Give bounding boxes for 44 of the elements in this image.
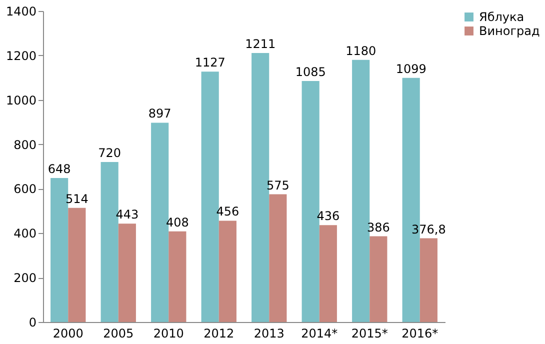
data-label: 1211 (245, 36, 276, 51)
data-label: 514 (65, 192, 88, 206)
data-label: 443 (116, 208, 139, 222)
data-label: 436 (316, 209, 340, 224)
y-tick-label: 400 (14, 226, 36, 241)
data-label: 1180 (346, 44, 376, 58)
bar (218, 220, 236, 322)
bar (68, 208, 86, 322)
bar (168, 231, 186, 322)
x-tick-label: 2000 (52, 326, 84, 340)
x-tick-label: 2015* (351, 326, 388, 340)
bar (50, 178, 68, 322)
y-tick-label: 1400 (6, 4, 36, 18)
y-tick-label: 800 (14, 138, 36, 152)
data-label: 1099 (396, 62, 426, 76)
bar (420, 238, 438, 322)
y-tick-label: 600 (14, 182, 36, 196)
legend-label: Яблука (479, 10, 524, 24)
data-label: 376,8 (411, 222, 446, 236)
x-tick-label: 2016* (402, 326, 438, 340)
x-tick-label: 2013 (254, 326, 284, 340)
y-tick-label: 200 (14, 271, 36, 286)
data-label: 648 (48, 162, 71, 176)
x-tick-label: 2005 (103, 326, 134, 340)
bar (370, 236, 388, 322)
data-label: 408 (166, 215, 189, 230)
y-tick-label: 1000 (6, 93, 36, 108)
y-tick-label: 0 (28, 316, 36, 330)
legend-label: Виноград (479, 24, 540, 38)
x-tick-label: 2012 (204, 326, 234, 340)
x-tick-label: 2010 (153, 326, 184, 340)
data-label: 720 (98, 146, 122, 160)
bar (252, 52, 270, 322)
bar (269, 194, 287, 322)
x-tick-label: 2014* (301, 326, 338, 340)
bar (319, 225, 337, 322)
data-label: 386 (366, 220, 390, 234)
data-label: 1127 (194, 56, 226, 70)
data-label: 1085 (295, 64, 326, 79)
data-label: 456 (216, 204, 240, 219)
data-label: 575 (266, 178, 290, 192)
y-tick-label: 1200 (6, 48, 36, 63)
bar (118, 224, 136, 322)
data-label: 897 (148, 106, 172, 121)
